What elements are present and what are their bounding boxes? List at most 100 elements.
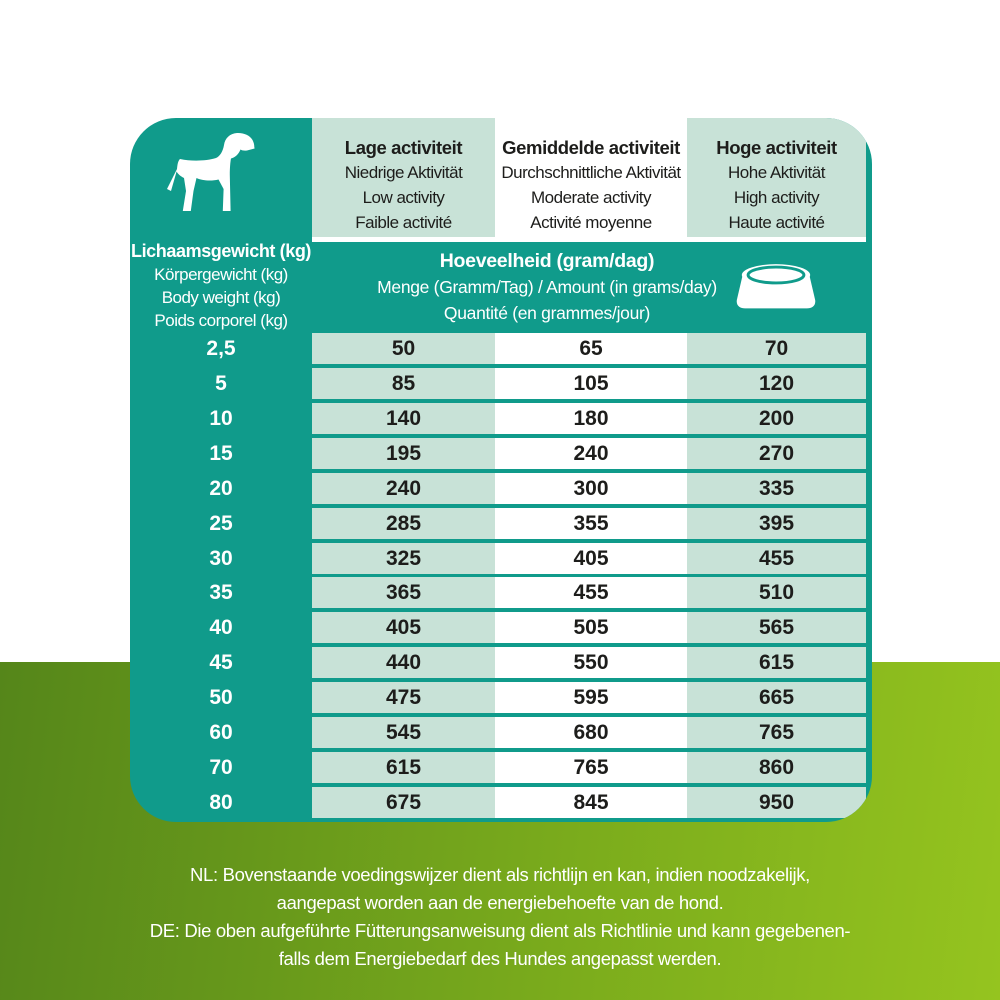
activity-header-line: Durchschnittliche Aktivität — [501, 163, 681, 182]
footer-line-de-1: DE: Die oben aufgeführte Fütterungsanwei… — [149, 920, 851, 941]
activity-header-low: Lage activiteit Niedrige Aktivität Low act… — [312, 118, 495, 237]
table-row: 60 545 680 765 — [130, 717, 866, 749]
low-activity-value: 675 — [312, 786, 495, 818]
activity-header-line: Hoge activiteit — [716, 137, 837, 158]
table-row: 20 240 300 335 — [130, 472, 866, 504]
moderate-activity-value: 765 — [495, 752, 687, 784]
amount-banner-line: Hoeveelheid (gram/dag) — [439, 250, 655, 272]
weight-value: 25 — [209, 511, 233, 535]
high-activity-value: 200 — [687, 402, 866, 434]
feeding-table: 2,5 50 65 70 5 85 105 120 10 140 180 200 15 195 240 270… — [130, 333, 866, 818]
table-row: 30 325 405 455 — [130, 542, 866, 574]
weight-header-line: Körpergewicht (kg) — [154, 265, 288, 284]
low-activity-value: 325 — [312, 542, 495, 574]
footer-line-de-2: falls dem Energiebedarf des Hundes angep… — [278, 948, 722, 969]
moderate-activity-value: 65 — [495, 333, 687, 364]
weight-value: 20 — [209, 476, 233, 500]
high-activity-value: 950 — [687, 786, 866, 818]
weight-column-header: Lichaamsgewicht (kg) Körpergewicht (kg) … — [130, 240, 312, 332]
footer-note: NL: Bovenstaande voedingswijzer dient al… — [0, 861, 1000, 973]
high-activity-value: 765 — [687, 717, 866, 749]
table-row: 70 615 765 860 — [130, 752, 866, 784]
footer-line-nl-2: aangepast worden aan de energiebehoefte … — [276, 892, 724, 913]
high-activity-value: 665 — [687, 682, 866, 714]
header-divider — [312, 237, 866, 242]
activity-header-line: Gemiddelde activiteit — [502, 137, 680, 158]
low-activity-value: 85 — [312, 367, 495, 399]
moderate-activity-value: 550 — [495, 647, 687, 679]
amount-banner-text: Hoeveelheid (gram/dag) Menge (Gramm/Tag)… — [322, 248, 772, 326]
activity-header-line: Activité moyenne — [530, 213, 652, 232]
dog-bowl-icon — [736, 264, 816, 309]
weight-value: 40 — [209, 616, 233, 640]
weight-value: 5 — [215, 371, 227, 395]
weight-header-line: Lichaamsgewicht (kg) — [130, 241, 312, 261]
low-activity-value: 440 — [312, 647, 495, 679]
activity-header-line: Faible activité — [355, 213, 452, 232]
amount-banner-line: Quantité (en grammes/jour) — [443, 303, 651, 323]
activity-header-moderate: Gemiddelde activiteit Durchschnittliche A… — [495, 118, 687, 237]
table-row: 5 85 105 120 — [130, 367, 866, 399]
weight-value: 80 — [209, 790, 233, 814]
moderate-activity-value: 405 — [495, 542, 687, 574]
dog-icon — [167, 132, 255, 211]
low-activity-value: 50 — [312, 333, 495, 364]
table-row: 15 195 240 270 — [130, 437, 866, 469]
weight-value: 30 — [209, 546, 233, 570]
table-row: 35 365 455 510 — [130, 577, 866, 609]
table-row: 2,5 50 65 70 — [130, 333, 866, 364]
high-activity-value: 120 — [687, 367, 866, 399]
amount-banner: Hoeveelheid (gram/dag) Menge (Gramm/Tag)… — [312, 242, 866, 329]
moderate-activity-value: 300 — [495, 472, 687, 504]
low-activity-value: 195 — [312, 437, 495, 469]
footer-line-nl-1: NL: Bovenstaande voedingswijzer dient al… — [190, 864, 810, 885]
activity-header-line: Low activity — [362, 188, 445, 207]
activity-header-high: Hoge activiteit Hohe Aktivität High activi… — [687, 118, 866, 237]
weight-value: 50 — [209, 686, 233, 710]
table-row: 45 440 550 615 — [130, 647, 866, 679]
high-activity-value: 510 — [687, 577, 866, 609]
amount-banner-line: Menge (Gramm/Tag) / Amount (in grams/day… — [377, 277, 717, 297]
weight-value: 60 — [209, 721, 233, 745]
table-row: 50 475 595 665 — [130, 682, 866, 714]
low-activity-value: 615 — [312, 752, 495, 784]
feeding-table-card: Lichaamsgewicht (kg) Körpergewicht (kg) … — [130, 118, 872, 822]
moderate-activity-value: 845 — [495, 786, 687, 818]
high-activity-value: 455 — [687, 542, 866, 574]
low-activity-value: 285 — [312, 507, 495, 539]
high-activity-value: 395 — [687, 507, 866, 539]
low-activity-value: 475 — [312, 682, 495, 714]
high-activity-value: 270 — [687, 437, 866, 469]
moderate-activity-value: 455 — [495, 577, 687, 609]
high-activity-value: 615 — [687, 647, 866, 679]
moderate-activity-value: 355 — [495, 507, 687, 539]
weight-value: 10 — [209, 406, 233, 430]
high-activity-value: 335 — [687, 472, 866, 504]
low-activity-value: 365 — [312, 577, 495, 609]
moderate-activity-value: 180 — [495, 402, 687, 434]
activity-header-line: Haute activité — [728, 213, 826, 232]
weight-header-line: Poids corporel (kg) — [154, 311, 288, 330]
weight-value: 15 — [209, 441, 233, 465]
table-row: 10 140 180 200 — [130, 402, 866, 434]
moderate-activity-value: 105 — [495, 367, 687, 399]
moderate-activity-value: 680 — [495, 717, 687, 749]
activity-header-line: Moderate activity — [531, 188, 652, 207]
weight-header-line: Body weight (kg) — [161, 288, 281, 307]
moderate-activity-value: 595 — [495, 682, 687, 714]
high-activity-value: 860 — [687, 752, 866, 784]
low-activity-value: 545 — [312, 717, 495, 749]
low-activity-value: 405 — [312, 612, 495, 644]
activity-header-line: Lage activiteit — [344, 137, 463, 158]
low-activity-value: 240 — [312, 472, 495, 504]
moderate-activity-value: 240 — [495, 437, 687, 469]
activity-header-line: Hohe Aktivität — [728, 163, 825, 182]
activity-header-line: Niedrige Aktivität — [344, 163, 463, 182]
weight-value: 35 — [209, 581, 233, 605]
high-activity-value: 70 — [687, 333, 866, 364]
moderate-activity-value: 505 — [495, 612, 687, 644]
weight-value: 45 — [209, 651, 233, 675]
weight-value: 2,5 — [206, 337, 236, 360]
table-row: 80 675 845 950 — [130, 786, 866, 818]
low-activity-value: 140 — [312, 402, 495, 434]
